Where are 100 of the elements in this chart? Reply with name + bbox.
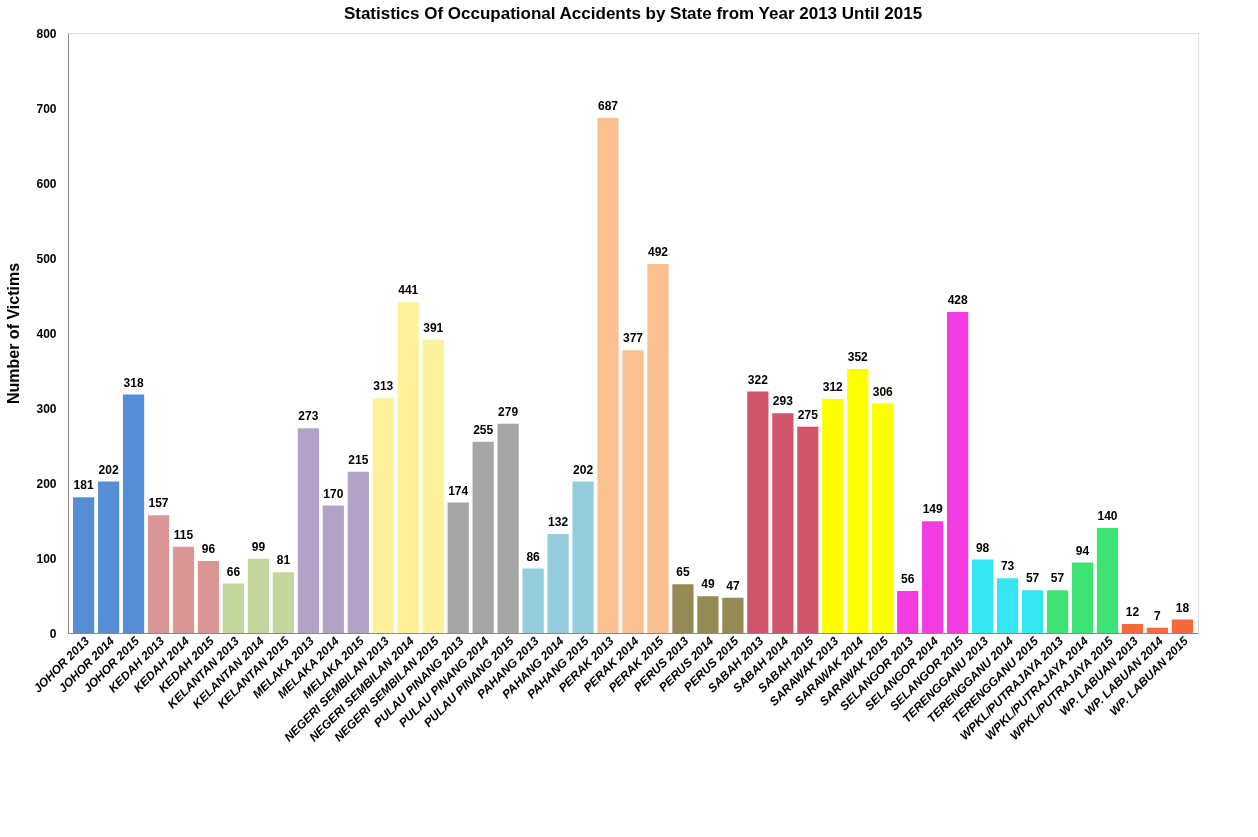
bar: [122, 394, 145, 633]
y-tick-label: 700: [36, 101, 57, 116]
data-label: 255: [473, 422, 494, 437]
bar: [797, 426, 819, 633]
data-label: 215: [348, 452, 369, 467]
bar: [872, 403, 894, 633]
data-label: 66: [226, 564, 241, 579]
bar: [847, 369, 869, 633]
bar: [697, 596, 719, 633]
y-tick-label: 500: [36, 251, 57, 266]
bar: [322, 505, 344, 633]
y-tick-label: 0: [49, 626, 57, 641]
bar: [647, 264, 669, 633]
data-label: 377: [622, 331, 644, 346]
bar: [772, 413, 794, 633]
bar: [922, 521, 944, 633]
bar: [272, 572, 294, 633]
data-label: 47: [726, 578, 740, 593]
bar: [347, 471, 369, 633]
data-label: 181: [73, 478, 94, 493]
bar: [547, 534, 569, 633]
data-label: 312: [822, 380, 844, 394]
data-label: 115: [173, 527, 194, 542]
bar: [747, 391, 769, 633]
bar: [572, 481, 594, 633]
data-label: 170: [323, 486, 344, 501]
bar: [297, 428, 319, 633]
data-label: 157: [148, 496, 169, 511]
data-label: 174: [448, 483, 469, 498]
bar: [147, 515, 170, 633]
bar: [247, 558, 270, 633]
bar: [972, 559, 994, 633]
bar: [222, 583, 245, 633]
data-label: 428: [947, 293, 968, 307]
data-label: 322: [747, 372, 769, 387]
bar: [397, 302, 419, 633]
y-tick-label: 300: [36, 401, 57, 416]
bar: [1071, 562, 1094, 633]
data-label: 49: [701, 577, 715, 592]
bar: [947, 312, 969, 633]
data-label: 132: [548, 515, 569, 529]
data-label: 441: [398, 283, 419, 298]
data-label: 57: [1050, 571, 1065, 586]
bar: [1096, 528, 1119, 633]
bar: [197, 561, 220, 633]
data-label: 352: [847, 350, 869, 364]
bar: [996, 578, 1019, 633]
bar: [1121, 624, 1144, 633]
data-label: 81: [276, 553, 291, 568]
y-tick-label: 100: [36, 551, 57, 566]
y-tick-label: 600: [36, 176, 57, 191]
bar: [1146, 627, 1169, 633]
data-label: 99: [251, 539, 266, 554]
data-label: 687: [598, 98, 619, 113]
data-label: 56: [901, 572, 915, 586]
bar: [1046, 590, 1069, 633]
chart-title: Statistics Of Occupational Accidents by State from Year 2013 Until 2015: [343, 4, 923, 23]
data-label: 202: [98, 462, 119, 477]
data-label: 306: [872, 384, 894, 399]
data-label: 279: [498, 404, 519, 419]
data-label: 273: [298, 409, 319, 424]
bar: [672, 584, 694, 633]
bar: [472, 441, 494, 633]
bar: [422, 339, 444, 633]
data-label: 65: [676, 565, 690, 580]
bar: [1171, 619, 1194, 633]
y-axis-title: Number of Victims: [5, 262, 23, 405]
data-label: 492: [647, 245, 669, 259]
bar: [97, 481, 120, 633]
data-label: 12: [1125, 605, 1140, 619]
data-label: 94: [1075, 543, 1090, 558]
data-label: 313: [373, 379, 394, 394]
data-label: 73: [1000, 559, 1015, 574]
bar: [447, 502, 469, 633]
data-label: 86: [526, 549, 541, 564]
data-label: 391: [423, 320, 444, 335]
bar: [722, 597, 744, 633]
bar: [172, 546, 195, 633]
bar: [1021, 590, 1044, 633]
data-label: 96: [201, 542, 216, 556]
data-label: 140: [1097, 509, 1118, 523]
data-label: 293: [772, 394, 794, 409]
data-label: 202: [573, 462, 594, 477]
bar: [497, 423, 519, 633]
y-tick-label: 800: [36, 26, 57, 41]
bar: [522, 568, 544, 633]
bar: [897, 591, 919, 633]
bar: [622, 350, 644, 633]
bar: [372, 398, 394, 633]
y-tick-label: 400: [36, 326, 57, 341]
data-label: 318: [123, 375, 144, 390]
data-label: 98: [975, 540, 990, 555]
data-label: 149: [922, 502, 943, 517]
data-label: 7: [1154, 608, 1162, 623]
y-tick-label: 200: [36, 476, 57, 491]
bar: [822, 399, 844, 633]
data-label: 18: [1175, 600, 1190, 615]
bar: [597, 117, 619, 633]
data-label: 57: [1025, 571, 1040, 586]
bar: [72, 497, 95, 633]
